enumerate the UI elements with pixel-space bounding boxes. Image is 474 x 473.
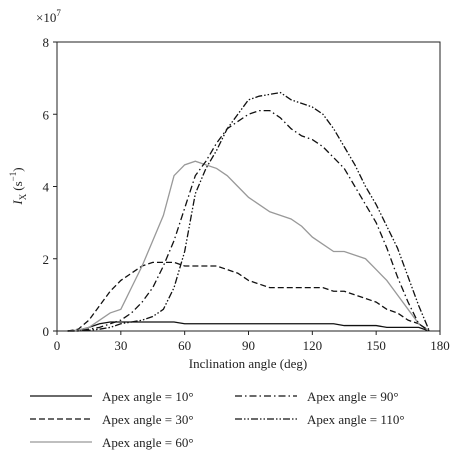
x-axis-label: Inclination angle (deg): [189, 356, 307, 371]
y-tick-label: 2: [43, 252, 50, 267]
y-multiplier-exponent: 7: [56, 8, 61, 18]
x-tick-label: 90: [242, 338, 255, 353]
legend: Apex angle = 10° Apex angle = 30° Apex ang…: [30, 389, 405, 450]
y-label-exponent: −1: [8, 172, 18, 182]
legend-label: Apex angle = 90°: [307, 389, 399, 404]
y-tick-label: 4: [43, 180, 50, 195]
legend-label: Apex angle = 30°: [102, 412, 194, 427]
legend-label: Apex angle = 10°: [102, 389, 194, 404]
x-tick-label: 0: [54, 338, 61, 353]
x-tick-label: 180: [430, 338, 450, 353]
y-label-unit-close: ): [10, 167, 25, 171]
plot-area: 0 30 60 90 120 150 180 0 2 4 6 8: [43, 35, 450, 353]
y-axis-label: IX (s−1): [8, 167, 28, 205]
y-label-unit: (s: [10, 181, 25, 190]
series-line: [67, 321, 430, 332]
y-tick-label: 6: [43, 107, 50, 122]
series-line: [67, 91, 430, 332]
legend-label: Apex angle = 60°: [102, 435, 194, 450]
y-tick-label: 8: [43, 35, 50, 50]
series-line: [67, 109, 430, 332]
x-tick-label: 30: [114, 338, 127, 353]
series-line: [67, 261, 430, 332]
y-multiplier-base: ×10: [36, 10, 56, 25]
x-tick-label: 60: [178, 338, 191, 353]
y-label-symbol: I: [10, 200, 25, 206]
series-line: [67, 160, 430, 332]
x-tick-label: 150: [366, 338, 386, 353]
legend-label: Apex angle = 110°: [307, 412, 405, 427]
y-label-subscript: X: [18, 193, 28, 200]
y-tick-label: 0: [43, 324, 50, 339]
x-tick-label: 120: [303, 338, 323, 353]
y-multiplier: ×107: [36, 8, 61, 25]
